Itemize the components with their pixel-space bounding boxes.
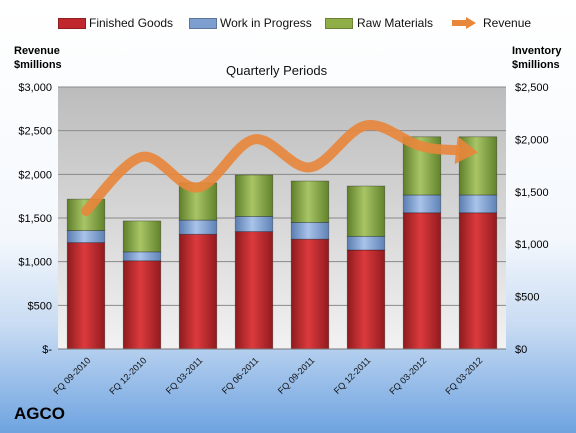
bar-raw-materials <box>346 185 386 237</box>
legend-swatch-raw-materials <box>325 18 353 29</box>
y-right-axis-title: Inventory $millions <box>512 45 562 71</box>
x-tick-label: FQ 03-2012 <box>387 355 428 396</box>
legend-label-finished-goods: Finished Goods <box>89 16 174 30</box>
y-right-tick-label: $1,500 <box>515 187 549 199</box>
bar-raw-materials <box>122 220 162 253</box>
y-left-tick-label: $1,000 <box>18 257 52 269</box>
y-right-tick-label: $1,000 <box>515 239 549 251</box>
x-tick-label: FQ 09-2010 <box>51 355 92 396</box>
legend-label-revenue: Revenue <box>483 16 532 30</box>
bar-finished-goods <box>122 260 162 350</box>
bar-work-in-progress <box>234 216 274 233</box>
x-tick-label: FQ 03-2011 <box>164 355 205 396</box>
bar-finished-goods <box>458 212 498 350</box>
bar-finished-goods <box>234 231 274 350</box>
legend-label-raw-materials: Raw Materials <box>357 16 434 30</box>
company-name: AGCO <box>14 404 65 423</box>
bar-finished-goods <box>178 233 218 350</box>
bar-raw-materials <box>290 180 330 223</box>
y-left-axis-title: Revenue $millions <box>14 45 62 71</box>
legend-label-work-in-progress: Work in Progress <box>220 16 312 30</box>
x-tick-label: FQ 12-2010 <box>107 355 148 396</box>
y-left-tick-label: $2,500 <box>18 126 52 138</box>
chart-subtitle: Quarterly Periods <box>226 63 328 78</box>
y-left-tick-label: $2,000 <box>18 169 52 181</box>
legend-swatch-revenue <box>452 16 476 30</box>
x-tick-label: FQ 12-2011 <box>332 355 373 396</box>
y-right-tick-label: $0 <box>515 344 527 356</box>
bar-finished-goods <box>346 249 386 350</box>
y-left-tick-label: $1,500 <box>18 213 52 225</box>
y-left-tick-label: $500 <box>28 300 52 312</box>
bar-raw-materials <box>458 136 498 196</box>
bar-finished-goods <box>66 242 106 350</box>
y-left-tick-label: $3,000 <box>18 82 52 94</box>
legend-swatch-finished-goods <box>58 18 86 29</box>
legend: Finished Goods Work in Progress Raw Mate… <box>0 8 576 34</box>
bar-finished-goods <box>402 212 442 350</box>
legend-swatch-work-in-progress <box>189 18 217 29</box>
bar-work-in-progress <box>346 235 386 251</box>
revenue-line <box>81 120 462 217</box>
revenue-arrowhead <box>454 136 478 165</box>
bar-work-in-progress <box>458 194 498 214</box>
x-tick-label: FQ 03-2012 <box>443 355 484 396</box>
bar-raw-materials <box>234 174 274 217</box>
bar-work-in-progress <box>178 219 218 235</box>
y-right-tick-label: $2,000 <box>515 134 549 146</box>
bar-finished-goods <box>290 238 330 350</box>
bar-work-in-progress <box>66 230 106 244</box>
y-right-tick-label: $500 <box>515 292 539 304</box>
x-tick-label: FQ 09-2011 <box>276 355 317 396</box>
x-tick-label: FQ 06-2011 <box>220 355 261 396</box>
y-left-tick-label: $- <box>42 344 52 356</box>
y-right-tick-label: $2,500 <box>515 82 549 94</box>
bar-work-in-progress <box>402 194 442 214</box>
bar-work-in-progress <box>122 251 162 262</box>
bar-work-in-progress <box>290 222 330 240</box>
